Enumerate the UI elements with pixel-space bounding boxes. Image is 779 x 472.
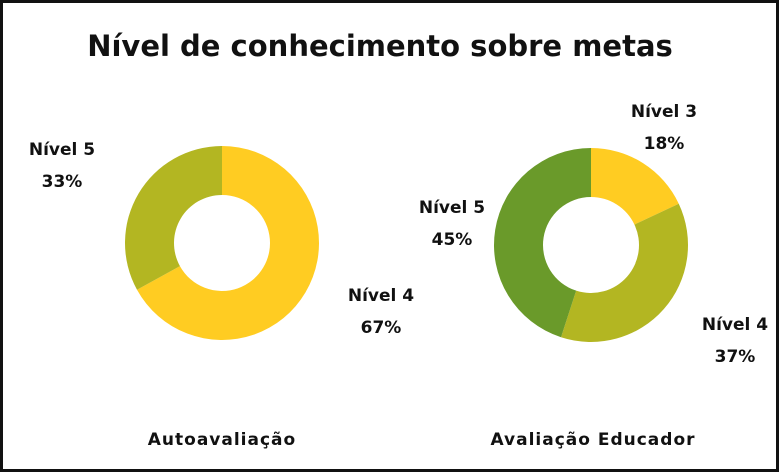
donut-slice [494,148,591,338]
donut-slice [561,203,688,342]
donut-slice [591,148,679,225]
chart-title: Nível de conhecimento sobre metas [87,29,673,63]
category-label: Nível 3 [631,102,697,122]
category-label: Nível 5 [29,140,95,160]
category-label: Nível 4 [348,286,414,306]
chart-subtitle: Autoavaliação [148,430,296,450]
category-label: Nível 5 [419,198,485,218]
value-label: 37% [715,347,756,367]
donut-slice [136,146,319,340]
donut-slice [125,146,222,290]
value-label: 45% [432,230,473,250]
chart-subtitle: Avaliação Educador [490,430,695,450]
category-label: Nível 4 [702,315,768,335]
value-label: 33% [42,172,83,192]
value-label: 18% [644,134,685,154]
value-label: 67% [361,318,402,338]
